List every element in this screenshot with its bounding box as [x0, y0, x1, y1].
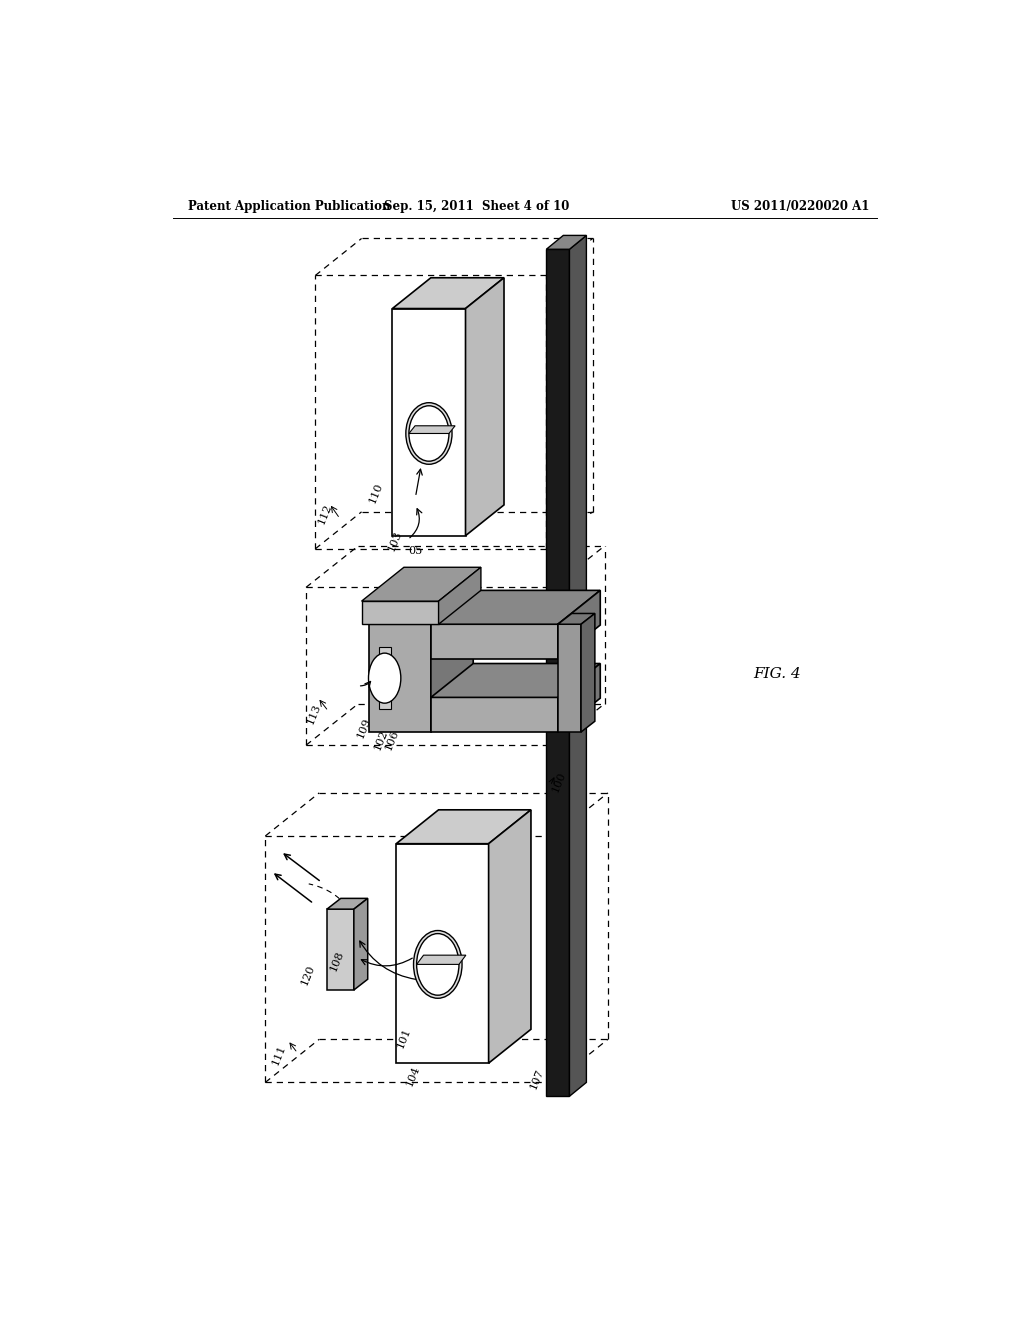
Polygon shape — [327, 909, 354, 990]
Text: 113: 113 — [305, 702, 323, 726]
Text: 111: 111 — [270, 1044, 288, 1068]
Polygon shape — [409, 426, 455, 433]
Polygon shape — [438, 568, 481, 624]
Ellipse shape — [406, 403, 452, 465]
Polygon shape — [361, 568, 481, 601]
Polygon shape — [361, 601, 438, 624]
Polygon shape — [431, 590, 473, 733]
Text: 104: 104 — [404, 1064, 422, 1088]
Polygon shape — [392, 277, 504, 309]
Polygon shape — [396, 810, 531, 843]
Polygon shape — [431, 590, 600, 624]
Text: 109: 109 — [355, 717, 373, 741]
Text: 100: 100 — [550, 771, 567, 793]
Polygon shape — [379, 647, 391, 709]
Polygon shape — [370, 624, 431, 733]
Polygon shape — [581, 614, 595, 733]
Ellipse shape — [414, 931, 462, 998]
Polygon shape — [547, 235, 587, 249]
Polygon shape — [488, 810, 531, 1063]
Text: 103: 103 — [386, 529, 403, 553]
Polygon shape — [370, 590, 473, 624]
Text: 107: 107 — [527, 1067, 545, 1090]
Polygon shape — [431, 664, 600, 697]
Text: 101: 101 — [395, 1026, 413, 1049]
Ellipse shape — [409, 405, 449, 461]
Text: 05: 05 — [409, 546, 423, 556]
Ellipse shape — [417, 933, 459, 995]
Polygon shape — [431, 624, 558, 659]
Text: 110: 110 — [367, 482, 384, 506]
Polygon shape — [431, 697, 558, 733]
Text: Sep. 15, 2011  Sheet 4 of 10: Sep. 15, 2011 Sheet 4 of 10 — [384, 199, 569, 213]
Polygon shape — [558, 590, 600, 659]
Ellipse shape — [369, 653, 400, 704]
Polygon shape — [396, 843, 488, 1063]
Polygon shape — [327, 899, 368, 909]
Text: 108: 108 — [329, 949, 345, 973]
Text: US 2011/0220020 A1: US 2011/0220020 A1 — [731, 199, 869, 213]
Polygon shape — [466, 277, 504, 536]
Polygon shape — [569, 235, 587, 1096]
Text: 120: 120 — [299, 962, 316, 986]
Text: Patent Application Publication: Patent Application Publication — [188, 199, 391, 213]
Polygon shape — [354, 899, 368, 990]
Polygon shape — [558, 624, 581, 733]
Text: 106: 106 — [384, 727, 401, 751]
Polygon shape — [558, 614, 595, 624]
Text: 102: 102 — [372, 727, 389, 751]
Polygon shape — [547, 249, 569, 1096]
Polygon shape — [392, 309, 466, 536]
Polygon shape — [558, 664, 600, 733]
Text: FIG. 4: FIG. 4 — [754, 668, 801, 681]
Polygon shape — [417, 956, 466, 965]
Text: 112: 112 — [316, 503, 333, 525]
